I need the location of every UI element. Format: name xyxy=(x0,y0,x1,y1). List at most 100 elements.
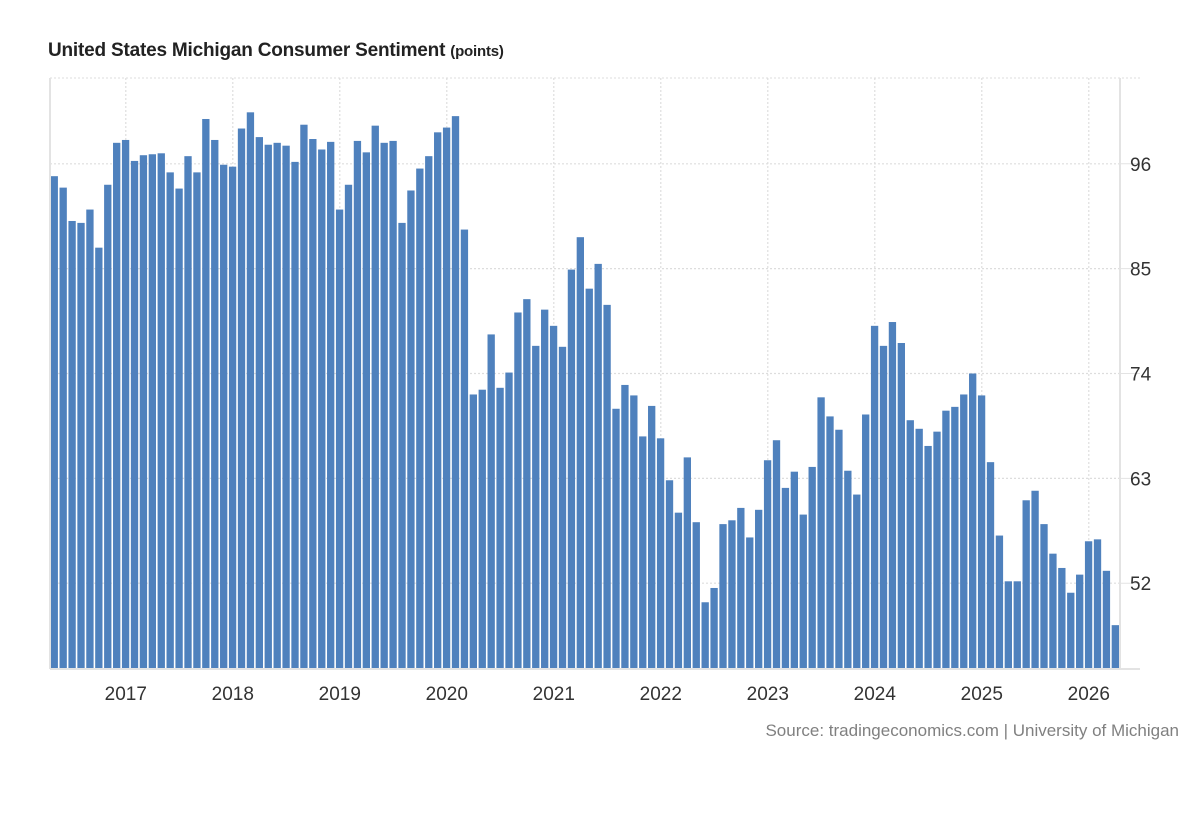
bar xyxy=(77,222,85,669)
bar xyxy=(282,145,290,669)
bar xyxy=(514,312,522,669)
bar xyxy=(362,152,370,670)
bar xyxy=(59,187,67,669)
bar xyxy=(344,184,353,669)
bars xyxy=(50,112,1119,670)
bar xyxy=(844,470,852,669)
x-tick-label: 2019 xyxy=(319,684,361,705)
bar xyxy=(496,387,504,669)
bar xyxy=(951,406,959,669)
bar xyxy=(1058,567,1066,669)
bar xyxy=(897,343,905,669)
bar xyxy=(371,125,379,669)
bar xyxy=(1049,553,1057,669)
bar xyxy=(300,124,308,669)
bar xyxy=(309,139,317,669)
bar xyxy=(906,420,914,669)
bar xyxy=(1013,581,1021,669)
x-tick-label: 2025 xyxy=(961,684,1003,705)
bar xyxy=(639,436,647,669)
bar xyxy=(755,509,763,669)
bar xyxy=(460,229,469,669)
x-axis-ticks: 2017 2018 2019 2020 2021 2022 2023 2024 2025 2026 xyxy=(105,684,1110,705)
bar xyxy=(826,416,834,669)
bar xyxy=(737,507,745,669)
y-tick-label: 96 xyxy=(1130,155,1151,176)
bar xyxy=(870,325,879,669)
bar xyxy=(327,141,335,669)
bar xyxy=(353,140,362,669)
bar xyxy=(853,494,861,669)
chart-title-text: United States Michigan Consumer Sentimen… xyxy=(48,40,446,61)
bar xyxy=(318,149,326,670)
bar xyxy=(202,118,210,670)
bar xyxy=(193,172,201,669)
bar xyxy=(781,487,790,669)
bar xyxy=(924,445,932,669)
bar xyxy=(442,127,451,669)
bar xyxy=(478,389,486,669)
bar xyxy=(425,156,433,669)
bar xyxy=(228,166,237,669)
bar xyxy=(434,132,442,669)
bar xyxy=(86,209,94,670)
bar xyxy=(674,512,683,669)
x-tick-label: 2026 xyxy=(1068,684,1110,705)
bar xyxy=(523,299,531,669)
bar xyxy=(763,460,772,669)
bar xyxy=(942,410,950,669)
bar xyxy=(505,372,513,669)
bar xyxy=(1031,490,1039,669)
bar xyxy=(237,128,246,669)
bar xyxy=(184,156,192,669)
bar xyxy=(648,405,656,669)
bar xyxy=(621,384,629,669)
bar xyxy=(656,438,665,669)
bar xyxy=(407,190,415,670)
source-note: Source: tradingeconomics.com | Universit… xyxy=(765,721,1179,740)
bar xyxy=(469,394,477,669)
bar xyxy=(1111,625,1119,669)
bar xyxy=(451,116,460,669)
bar xyxy=(175,188,183,669)
bar xyxy=(246,112,255,669)
bar xyxy=(121,139,130,669)
bar xyxy=(1076,574,1084,669)
bar xyxy=(291,161,299,669)
bar xyxy=(683,457,691,669)
x-tick-label: 2018 xyxy=(212,684,254,705)
bar xyxy=(799,514,807,669)
bar xyxy=(255,137,263,670)
x-tick-label: 2024 xyxy=(854,684,897,705)
chart-unit: (points) xyxy=(450,43,504,60)
bar xyxy=(416,168,424,669)
bar xyxy=(549,325,558,669)
y-tick-label: 85 xyxy=(1130,260,1151,281)
bar xyxy=(1102,570,1111,669)
bar xyxy=(1022,500,1030,669)
bar xyxy=(541,309,549,669)
bar xyxy=(879,345,888,669)
bar xyxy=(808,466,816,669)
bar xyxy=(1040,524,1048,669)
bar xyxy=(157,153,165,670)
bar xyxy=(1084,541,1093,669)
bar xyxy=(612,408,620,669)
bar xyxy=(380,142,388,669)
bar xyxy=(104,184,112,669)
bar xyxy=(594,263,602,669)
bar xyxy=(603,304,611,669)
x-tick-label: 2017 xyxy=(105,684,147,705)
bar xyxy=(139,155,148,669)
bar xyxy=(220,164,228,670)
x-tick-label: 2022 xyxy=(640,684,682,705)
bar xyxy=(630,395,638,669)
bar xyxy=(728,520,736,669)
bar xyxy=(113,142,121,669)
bar xyxy=(692,522,700,669)
bar xyxy=(790,471,798,669)
y-tick-label: 74 xyxy=(1130,365,1152,386)
bar xyxy=(888,322,897,669)
bar xyxy=(389,140,397,669)
